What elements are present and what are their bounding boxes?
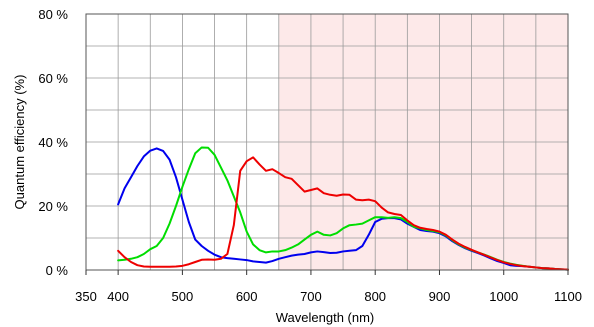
y-tick-labels: 0 % 20 % 40 % 60 % 80 % bbox=[38, 7, 68, 278]
series-layer bbox=[117, 146, 569, 271]
grid-layer bbox=[85, 13, 569, 271]
frame-layer bbox=[85, 13, 569, 275]
y-tick-label: 0 % bbox=[46, 263, 69, 278]
x-tick-label: 700 bbox=[300, 289, 322, 304]
y-tick-label: 40 % bbox=[38, 135, 68, 150]
x-tick-label: 500 bbox=[172, 289, 194, 304]
y-axis-title: Quantum efficiency (%) bbox=[12, 75, 27, 210]
x-tick-label: 1000 bbox=[489, 289, 518, 304]
x-tick-label: 800 bbox=[364, 289, 386, 304]
x-tick-label: 900 bbox=[429, 289, 451, 304]
x-tick-labels: 350 400 500 600 700 800 900 1000 1100 bbox=[75, 289, 582, 304]
y-tick-label: 20 % bbox=[38, 199, 68, 214]
y-tick-label: 80 % bbox=[38, 7, 68, 22]
x-tick-label: 350 bbox=[75, 289, 97, 304]
x-tick-label: 600 bbox=[236, 289, 258, 304]
y-tick-label: 60 % bbox=[38, 71, 68, 86]
x-tick-label: 1100 bbox=[554, 289, 582, 304]
x-tick-label: 400 bbox=[107, 289, 129, 304]
x-axis-title: Wavelength (nm) bbox=[276, 310, 375, 325]
plot-frame bbox=[85, 13, 569, 271]
series-line-3 bbox=[117, 156, 569, 271]
